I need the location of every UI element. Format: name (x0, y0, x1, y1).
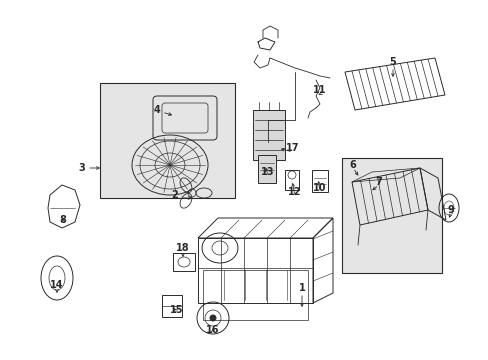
Text: 13: 13 (261, 167, 274, 177)
Text: 5: 5 (389, 57, 396, 67)
Ellipse shape (209, 315, 216, 321)
Text: 18: 18 (176, 243, 189, 253)
Text: 10: 10 (313, 183, 326, 193)
Text: 2: 2 (171, 190, 178, 200)
Bar (258, 155, 275, 183)
Text: 4: 4 (153, 105, 160, 115)
Bar (252, 110, 285, 160)
Text: 6: 6 (349, 160, 356, 170)
Text: 9: 9 (447, 205, 453, 215)
Bar (162, 295, 182, 317)
Bar (311, 170, 327, 192)
Text: 15: 15 (170, 305, 183, 315)
Text: 16: 16 (206, 325, 219, 335)
Text: 12: 12 (287, 187, 301, 197)
Bar (203, 270, 307, 320)
Bar (285, 170, 298, 190)
Text: 14: 14 (50, 280, 63, 290)
Bar (341, 158, 441, 273)
Text: 3: 3 (79, 163, 85, 173)
Text: 17: 17 (285, 143, 299, 153)
Text: 7: 7 (375, 177, 382, 187)
Bar (100, 83, 235, 198)
Text: 11: 11 (313, 85, 326, 95)
Text: 8: 8 (60, 215, 66, 225)
Bar (173, 253, 195, 271)
Text: 1: 1 (298, 283, 305, 293)
